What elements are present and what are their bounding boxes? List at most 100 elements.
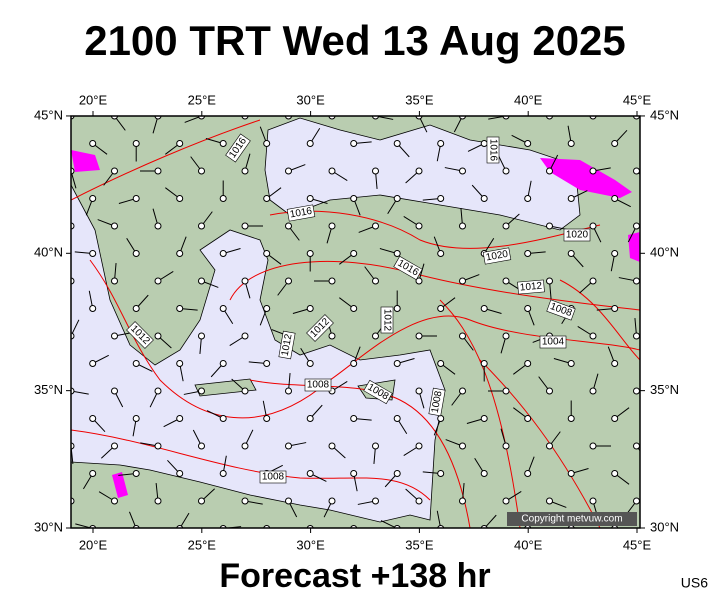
station	[198, 167, 205, 175]
station	[176, 250, 184, 257]
station	[306, 360, 314, 367]
station	[393, 305, 401, 312]
lon-tick-label: 25°E	[188, 92, 217, 107]
station	[263, 305, 271, 312]
station	[132, 195, 140, 202]
isobar-label-text: 1008	[307, 380, 330, 391]
lat-tick-label: 45°N	[34, 107, 63, 122]
station	[89, 470, 97, 477]
station	[524, 250, 532, 257]
lon-tick-label: 45°E	[623, 92, 652, 107]
copyright: Copyright metvuw.com	[521, 514, 622, 525]
station	[285, 497, 292, 505]
axis-ticks: 20°E 20°E 25°E 25°E 30°E 30°E 35°E 35°E 40°E 40°E…	[34, 92, 679, 552]
station	[154, 497, 162, 505]
station	[655, 141, 661, 147]
station	[459, 332, 466, 340]
station	[285, 167, 292, 175]
station	[415, 442, 423, 450]
station	[502, 277, 510, 285]
station	[655, 416, 661, 422]
lon-tick-label: 35°E	[405, 537, 434, 552]
lon-tick-label: 45°E	[623, 537, 652, 552]
station	[154, 332, 162, 340]
lon-tick-label: 20°E	[79, 92, 108, 107]
station	[241, 442, 249, 450]
station	[111, 497, 118, 505]
station	[306, 305, 314, 312]
station	[611, 195, 619, 202]
isobar-label: 1004	[539, 335, 567, 349]
station	[524, 305, 532, 312]
station	[219, 140, 227, 147]
station	[633, 167, 640, 175]
station	[350, 195, 358, 202]
station	[502, 167, 510, 175]
station	[546, 277, 553, 285]
station	[589, 387, 597, 395]
station	[633, 332, 640, 340]
station	[459, 222, 466, 230]
station	[176, 360, 184, 367]
station	[111, 277, 118, 285]
station	[589, 167, 597, 175]
station	[502, 442, 510, 450]
station	[437, 415, 445, 422]
station	[589, 222, 597, 230]
station	[89, 140, 97, 147]
station	[589, 442, 597, 450]
station	[567, 250, 575, 257]
station	[285, 222, 292, 230]
isobar-label: 1008	[428, 387, 446, 417]
wind-barb	[658, 144, 676, 146]
station	[546, 497, 553, 505]
station	[132, 470, 140, 477]
copyright-box	[507, 512, 637, 526]
lat-tick-label: 35°N	[650, 382, 679, 397]
station	[241, 332, 249, 340]
station	[219, 250, 227, 257]
station	[111, 222, 118, 230]
station	[437, 305, 445, 312]
wind-barb	[71, 226, 72, 227]
station	[328, 167, 336, 175]
station	[350, 470, 358, 477]
isobar-label-box	[278, 330, 296, 360]
isobar-label-box	[286, 204, 316, 222]
isobar-label: 1012	[380, 306, 394, 334]
station	[567, 360, 575, 367]
station	[480, 415, 488, 422]
isobar-label-box	[304, 378, 332, 392]
wind-barb	[71, 501, 72, 502]
station	[567, 140, 575, 147]
isobar-label-box	[306, 314, 334, 342]
station	[154, 387, 162, 395]
station	[176, 415, 184, 422]
station	[480, 195, 488, 202]
station	[219, 415, 227, 422]
wind-barb	[338, 529, 354, 537]
lat-tick-label: 40°N	[650, 245, 679, 260]
station	[328, 497, 336, 505]
station	[480, 305, 488, 312]
station	[176, 305, 184, 312]
station	[350, 250, 358, 257]
isobar-label-box	[517, 279, 545, 295]
lon-tick-label: 30°E	[296, 537, 325, 552]
station	[437, 360, 445, 367]
lon-tick-label: 35°E	[405, 92, 434, 107]
station	[437, 470, 445, 477]
station	[393, 195, 401, 202]
station	[437, 140, 445, 147]
station	[459, 167, 466, 175]
isobar-label: 1016	[286, 204, 316, 222]
station	[263, 140, 271, 147]
station	[459, 277, 466, 285]
wind-barb	[244, 116, 245, 117]
station	[306, 250, 314, 257]
lat-tick-label: 35°N	[34, 382, 63, 397]
wind-barb	[658, 419, 675, 424]
station	[219, 305, 227, 312]
isobar-label-text: 1008	[262, 472, 285, 483]
